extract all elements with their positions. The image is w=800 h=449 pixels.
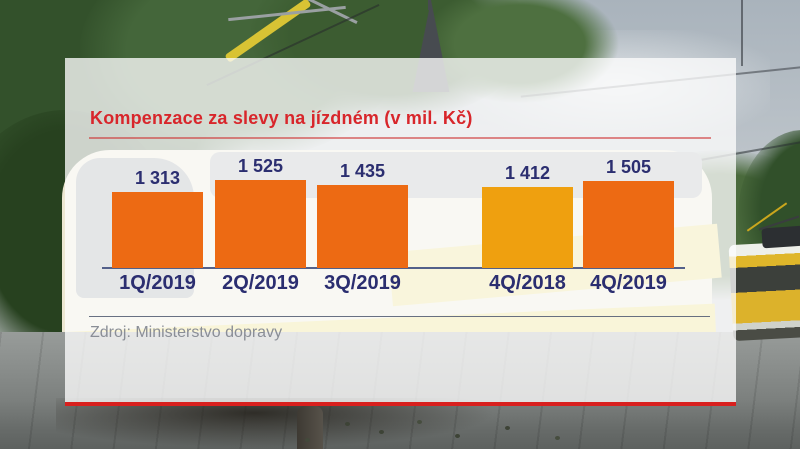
tree-trunk [297,406,323,449]
bar-category-label: 1Q/2019 [119,272,196,294]
bar-category-label: 4Q/2019 [590,272,667,294]
chart-panel: Kompenzace za slevy na jízdném (v mil. K… [65,58,736,406]
bar-value-label: 1 313 [134,168,181,188]
bar-2Q/2019 [215,180,306,268]
x-axis-line [102,267,685,269]
bar-3Q/2019 [317,185,408,268]
bar-value-label: 1 525 [237,156,284,176]
source-separator-rule [89,316,710,317]
fallen-leaves [345,422,350,426]
utility-pole [741,0,743,66]
chart-title: Kompenzace za slevy na jízdném (v mil. K… [90,108,473,128]
bar-category-label: 3Q/2019 [324,272,401,294]
bar-chart: 1 313 1Q/2019 1 525 2Q/2019 1 435 3Q/2019 1 41… [65,58,736,406]
bar-1Q/2019 [112,192,203,268]
tram-shadow [56,398,496,448]
bar-category-label: 4Q/2018 [489,272,566,294]
bar-value-label: 1 435 [339,161,386,181]
panel-bottom-red-strip [65,402,736,406]
source-credit: Zdroj: Ministerstvo dopravy [90,324,283,341]
bar-4Q/2018 [482,187,573,268]
bar-value-label: 1 505 [605,157,652,177]
tram-roof-equipment [761,225,800,249]
bar-value-label: 1 412 [504,163,551,183]
title-underline-rule [89,137,711,139]
bar-category-label: 2Q/2019 [222,272,299,294]
church-spire-finial [428,0,431,10]
yellow-tram-right [728,240,800,342]
bar-4Q/2019 [583,181,674,268]
